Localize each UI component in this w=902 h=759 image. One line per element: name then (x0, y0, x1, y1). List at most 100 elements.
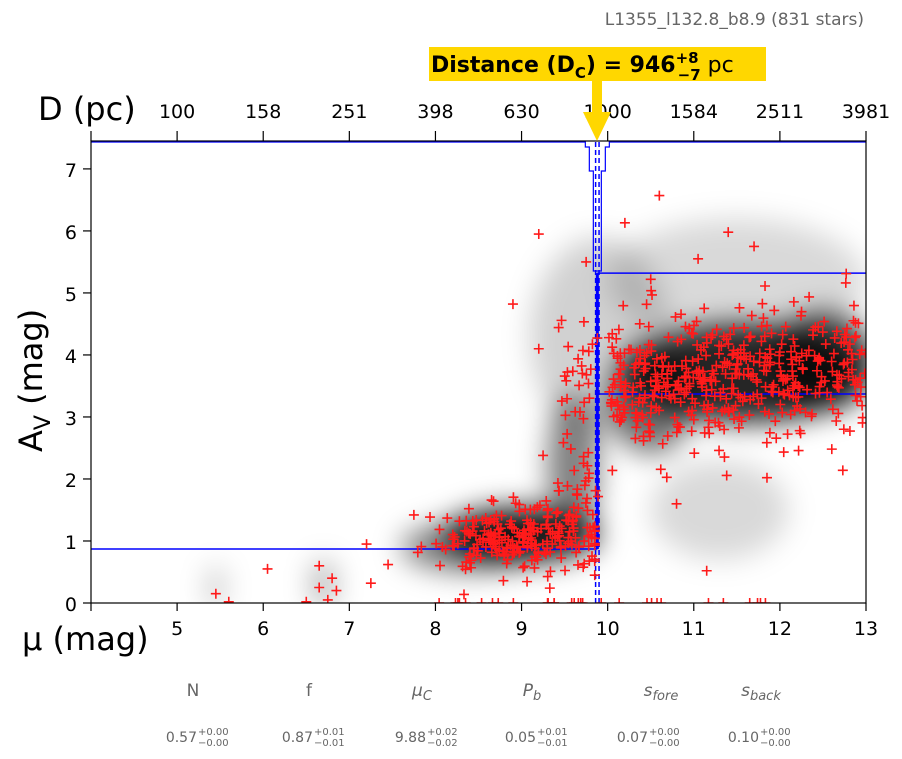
star-marker (775, 399, 786, 410)
star-marker (703, 415, 714, 426)
star-marker (490, 543, 501, 554)
star-marker (573, 503, 584, 514)
star-marker (719, 452, 730, 463)
star-marker (654, 190, 665, 201)
star-marker (745, 371, 756, 382)
star-marker (448, 534, 459, 545)
star-marker (784, 390, 795, 401)
star-marker (777, 329, 788, 340)
star-marker (645, 274, 656, 285)
star-marker (755, 598, 766, 603)
star-marker (467, 526, 478, 537)
star-marker (717, 362, 728, 373)
y-tick-label: 6 (65, 222, 77, 244)
star-marker (732, 352, 743, 363)
star-marker (843, 344, 854, 355)
star-marker (514, 499, 525, 510)
star-marker (672, 336, 683, 347)
star-marker (711, 360, 722, 371)
star-marker (787, 383, 798, 394)
star-marker (794, 425, 805, 436)
star-marker (810, 388, 821, 399)
star-marker (814, 354, 825, 365)
star-marker (754, 348, 765, 359)
star-marker (545, 566, 556, 577)
star-marker (613, 368, 624, 379)
star-marker (637, 409, 648, 420)
star-marker (454, 516, 465, 527)
parameter-symbol: N (187, 681, 200, 701)
star-marker (739, 391, 750, 402)
star-marker (850, 317, 861, 328)
star-marker (733, 389, 744, 400)
star-marker (831, 415, 842, 426)
star-marker (581, 369, 592, 380)
star-marker (639, 359, 650, 370)
star-marker (754, 357, 765, 368)
x-tick-label: 13 (854, 618, 878, 640)
star-marker (723, 339, 734, 350)
star-marker (533, 229, 544, 240)
star-marker (531, 551, 542, 562)
star-marker (545, 547, 556, 558)
star-marker (797, 362, 808, 373)
star-marker (634, 318, 645, 329)
y-tick-label: 7 (65, 160, 77, 182)
star-marker (841, 323, 852, 334)
star-marker (485, 527, 496, 538)
star-marker (561, 515, 572, 526)
star-marker (512, 527, 523, 538)
star-marker (262, 563, 273, 574)
star-marker (569, 598, 580, 603)
star-marker (567, 366, 578, 377)
parameter-plus: +0.01 (314, 727, 345, 738)
distance-minus: −7 (678, 66, 701, 84)
star-marker (552, 506, 563, 517)
star-marker (560, 410, 571, 421)
star-marker (655, 464, 666, 475)
star-marker (663, 332, 674, 343)
star-marker (671, 427, 682, 438)
star-marker (581, 493, 592, 504)
parameter-value: 0.05 (505, 730, 536, 746)
star-marker (547, 539, 558, 550)
star-marker (494, 528, 505, 539)
star-marker (826, 444, 837, 455)
star-marker (833, 382, 844, 393)
star-marker (774, 350, 785, 361)
star-marker (508, 492, 519, 503)
star-marker (579, 397, 590, 408)
star-marker (759, 331, 770, 342)
star-marker (454, 598, 465, 603)
star-marker (580, 497, 591, 508)
parameter-subscript: b (533, 689, 541, 704)
parameter-name-p-b: Pb (523, 681, 542, 704)
star-marker (484, 517, 495, 528)
parameter-minus: −0.01 (537, 738, 568, 749)
star-marker (679, 389, 690, 400)
parameter-name-s-back: sback (741, 681, 781, 704)
star-marker (564, 509, 575, 520)
star-marker (589, 570, 600, 581)
star-marker (681, 363, 692, 374)
star-marker (822, 387, 833, 398)
star-marker (691, 316, 702, 327)
star-marker (734, 302, 745, 313)
x-tick-label: 9 (516, 618, 528, 640)
star-marker (488, 496, 499, 507)
distance-label-box (429, 47, 766, 81)
star-marker (654, 405, 665, 416)
x-axis-label: μ (mag) (22, 620, 149, 658)
star-marker (449, 541, 460, 552)
star-marker (808, 324, 819, 335)
star-marker (693, 253, 704, 264)
parameter-value: 0.07 (617, 730, 648, 746)
star-marker (463, 503, 474, 514)
star-marker (583, 378, 594, 389)
star-marker (635, 353, 646, 364)
x-tick-label: 10 (596, 618, 620, 640)
star-marker (849, 332, 860, 343)
star-marker (676, 309, 687, 320)
star-marker (425, 512, 436, 523)
star-marker (702, 406, 713, 417)
